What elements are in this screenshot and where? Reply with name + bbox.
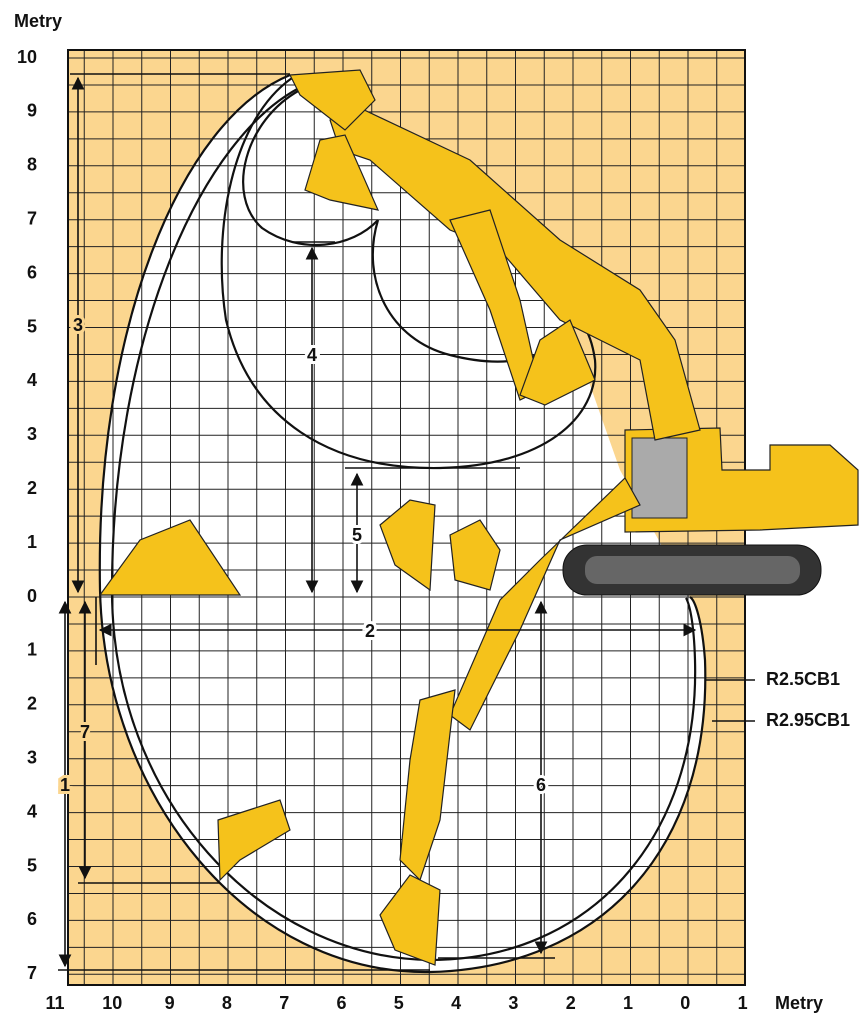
y-tick-label: 6 [27,909,37,929]
x-tick-label: 8 [222,993,232,1013]
x-tick-label: 6 [336,993,346,1013]
y-tick-label: 5 [27,855,37,875]
x-tick-label: 0 [680,993,690,1013]
y-tick-label: 3 [27,424,37,444]
y-tick-label: 4 [27,370,37,390]
y-tick-label: 4 [27,801,37,821]
track-inner [585,556,800,584]
cab-window [632,438,687,518]
x-tick-label: 9 [165,993,175,1013]
x-tick-label: 4 [451,993,461,1013]
y-tick-label: 5 [27,316,37,336]
x-axis-title: Metry [775,993,823,1013]
y-tick-label: 7 [27,208,37,228]
y-tick-label: 2 [27,694,37,714]
x-tick-label: 1 [623,993,633,1013]
x-tick-label: 3 [508,993,518,1013]
dimension-label: 5 [352,525,362,545]
x-tick-label: 10 [102,993,122,1013]
y-tick-label: 2 [27,478,37,498]
dimension-label: 4 [307,345,317,365]
diagram: Metry Metry 1098765432101234567 11109876… [0,0,860,1019]
dimension-label: 1 [60,775,70,795]
y-tick-label: 3 [27,747,37,767]
y-tick-label: 6 [27,262,37,282]
y-tick-label: 7 [27,963,37,983]
x-tick-label: 5 [394,993,404,1013]
y-tick-label: 1 [27,640,37,660]
dimension-label: 2 [365,621,375,641]
y-tick-label: 9 [27,101,37,121]
curve-label: R2.95CB1 [766,710,850,730]
y-tick-label: 0 [27,586,37,606]
curve-label: R2.5CB1 [766,669,840,689]
x-tick-label: 2 [566,993,576,1013]
x-tick-label: 7 [279,993,289,1013]
y-tick-label: 1 [27,532,37,552]
x-tick-label: 11 [45,993,64,1013]
y-axis-title: Metry [14,11,62,31]
y-tick-label: 8 [27,155,37,175]
dimension-label: 7 [80,722,90,742]
x-tick-label: 1 [738,993,748,1013]
dimension-label: 3 [73,315,83,335]
dimension-label: 6 [536,775,546,795]
y-tick-label: 10 [17,47,37,67]
